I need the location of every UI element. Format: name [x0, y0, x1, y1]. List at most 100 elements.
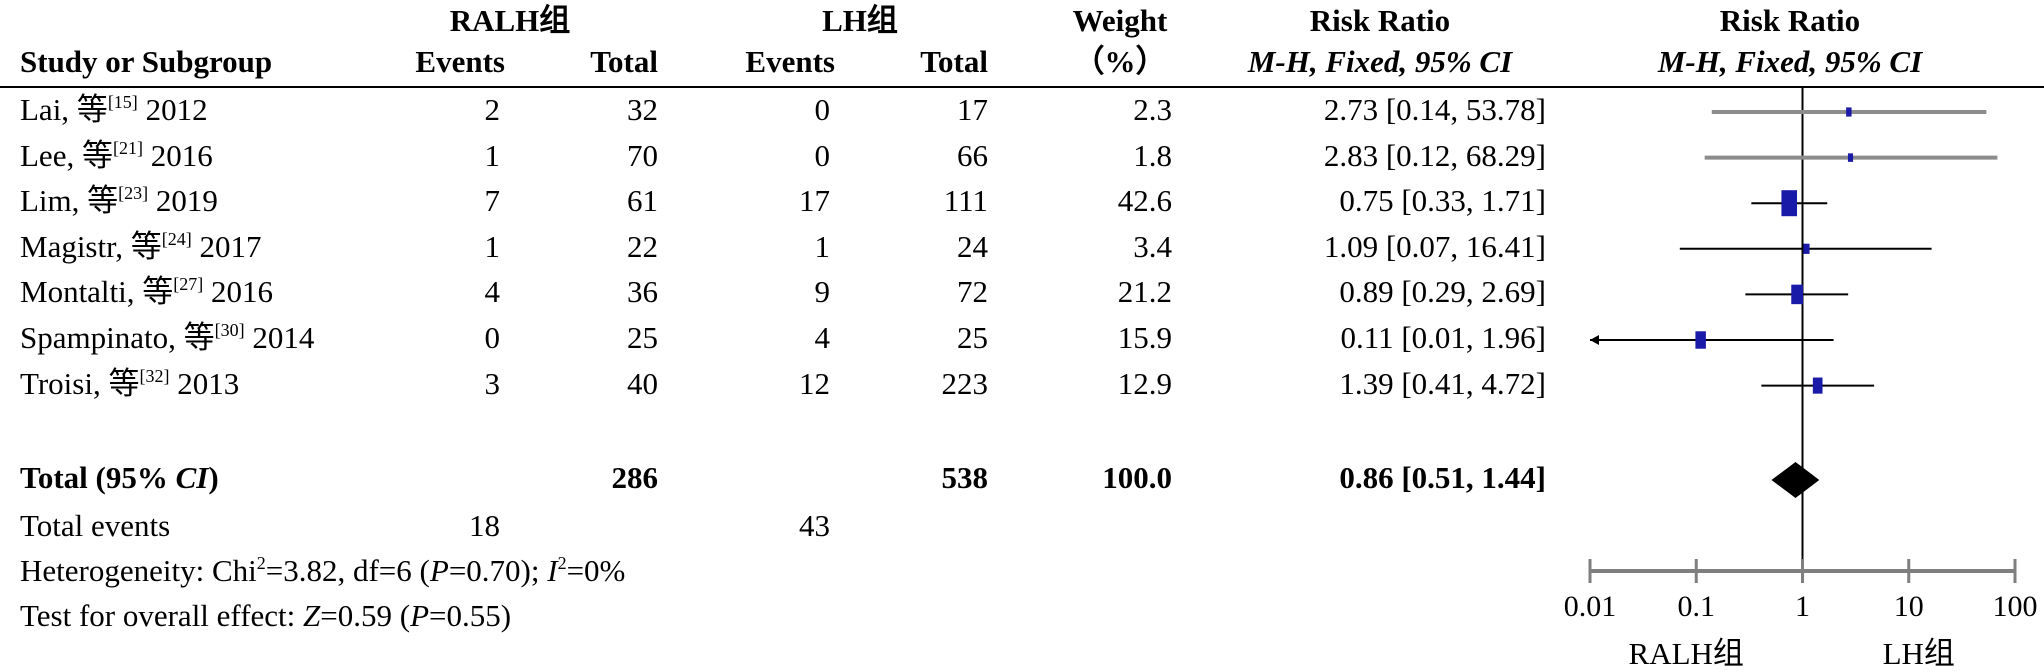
- total-events-e2: 43: [799, 508, 830, 543]
- x-tick-label: 100: [1993, 590, 2038, 623]
- study-total1: 22: [627, 228, 658, 264]
- plot-risk-ratio-method: M-H, Fixed, 95% CI: [1657, 44, 1923, 79]
- study-events2: 17: [799, 183, 830, 219]
- het-i: I: [547, 553, 558, 588]
- study-square: [1695, 331, 1706, 349]
- het-c: =0.70);: [448, 553, 548, 588]
- heterogeneity-text: Heterogeneity: Chi2=3.82, df=6 (P=0.70);…: [20, 554, 625, 588]
- study-events2: 1: [814, 228, 831, 264]
- total-t2: 538: [941, 460, 989, 495]
- study-total2: 25: [957, 320, 988, 355]
- risk-ratio-header: Risk Ratio: [1309, 3, 1451, 38]
- study-events1: 2: [484, 92, 501, 127]
- study-square: [1812, 377, 1823, 394]
- total-label-ci: CI: [175, 460, 209, 495]
- study-square: [1846, 107, 1852, 117]
- study-ref: [30]: [214, 320, 245, 340]
- study-ci-text: 2.73 [0.14, 53.78]: [1323, 92, 1546, 127]
- study-ci-text: 2.83 [0.12, 68.29]: [1323, 137, 1546, 173]
- study-total1: 40: [627, 365, 658, 401]
- study-year: 2012: [145, 92, 208, 127]
- study-events1: 1: [484, 137, 501, 173]
- total-t1: 286: [611, 460, 659, 495]
- het-p: P: [429, 553, 449, 588]
- study-weight: 42.6: [1117, 183, 1172, 219]
- study-total2: 223: [941, 365, 989, 401]
- total-ci-text: 0.86 [0.51, 1.44]: [1339, 460, 1546, 495]
- ov-a: Test for overall effect:: [20, 598, 304, 633]
- study-ref: [23]: [118, 183, 149, 204]
- favours-left-label: RALH组: [1629, 636, 1744, 671]
- total-label-a: Total (95%: [20, 460, 176, 495]
- study-author: Lim, 等: [20, 183, 119, 219]
- study-weight: 15.9: [1117, 320, 1172, 355]
- study-ci-text: 1.09 [0.07, 16.41]: [1323, 228, 1546, 264]
- favours-right-label: LH组: [1883, 636, 1955, 671]
- risk-ratio-method: M-H, Fixed, 95% CI: [1247, 44, 1513, 79]
- study-author: Magistr, 等: [20, 228, 162, 264]
- study-ci-text: 1.39 [0.41, 4.72]: [1339, 365, 1546, 401]
- overall-effect-text: Test for overall effect: Z=0.59 (P=0.55): [20, 599, 511, 633]
- ov-b: =0.59 (: [320, 598, 411, 633]
- study-total1: 32: [627, 92, 658, 127]
- group2-header: LH组: [822, 3, 898, 38]
- study-events2: 0: [814, 137, 831, 173]
- total-events-label: Total events: [20, 508, 171, 543]
- study-ref: [24]: [161, 228, 192, 249]
- het-sup: 2: [256, 553, 266, 573]
- group1-header: RALH组: [449, 3, 571, 38]
- events2-header: Events: [745, 44, 835, 79]
- het-b: =3.82, df=6 (: [265, 553, 430, 588]
- study-header: Study or Subgroup: [20, 44, 273, 79]
- study-name: Lee, 等[21] 2016: [20, 137, 213, 173]
- study-events2: 0: [814, 92, 831, 127]
- het-d: =0%: [566, 553, 626, 588]
- study-author: Montalti, 等: [20, 274, 174, 310]
- study-total2: 111: [943, 183, 988, 219]
- study-total1: 61: [627, 183, 658, 219]
- study-name: Lai, 等[15] 2012: [20, 93, 208, 127]
- study-square: [1791, 284, 1803, 305]
- study-year: 2017: [199, 228, 262, 264]
- total-weight: 100.0: [1102, 460, 1172, 495]
- study-total1: 36: [627, 274, 658, 310]
- x-tick-label: 0.01: [1564, 590, 1617, 623]
- ov-z: Z: [303, 598, 321, 633]
- study-name: Spampinato, 等[30] 2014: [20, 321, 314, 355]
- study-name: Lim, 等[23] 2019: [20, 184, 218, 218]
- study-events1: 4: [484, 274, 501, 310]
- study-weight: 2.3: [1133, 92, 1172, 127]
- events1-header: Events: [415, 44, 505, 79]
- study-name: Montalti, 等[27] 2016: [20, 275, 273, 309]
- het-a: Heterogeneity: Chi: [20, 553, 257, 588]
- weight-header-1: Weight: [1072, 3, 1168, 38]
- study-year: 2014: [252, 320, 315, 355]
- study-author: Lee, 等: [20, 137, 113, 173]
- study-events2: 9: [814, 274, 831, 310]
- study-ci-text: 0.89 [0.29, 2.69]: [1339, 274, 1546, 310]
- study-ref: [21]: [112, 137, 143, 158]
- study-total2: 24: [957, 228, 988, 264]
- ov-c: =0.55): [429, 598, 512, 633]
- total-label: Total (95% CI): [20, 461, 219, 495]
- total1-header: Total: [590, 44, 658, 79]
- study-ref: [32]: [139, 365, 170, 386]
- study-name: Magistr, 等[24] 2017: [20, 228, 262, 264]
- weight-header-2: （%）: [1073, 44, 1167, 79]
- study-ci-text: 0.75 [0.33, 1.71]: [1339, 183, 1546, 219]
- study-year: 2016: [211, 274, 274, 310]
- ci-arrow: [1590, 335, 1599, 345]
- study-events1: 3: [484, 365, 501, 401]
- study-author: Spampinato, 等: [20, 320, 215, 355]
- study-events1: 7: [484, 183, 501, 219]
- x-tick-label: 10: [1894, 590, 1924, 623]
- study-ci-text: 0.11 [0.01, 1.96]: [1340, 320, 1547, 355]
- study-weight: 12.9: [1117, 365, 1172, 401]
- plot-risk-ratio-header: Risk Ratio: [1719, 3, 1861, 38]
- total-label-c: ): [208, 460, 219, 495]
- study-square: [1781, 190, 1798, 217]
- study-ref: [27]: [173, 274, 204, 295]
- study-author: Troisi, 等: [20, 365, 140, 401]
- study-total2: 66: [957, 137, 988, 173]
